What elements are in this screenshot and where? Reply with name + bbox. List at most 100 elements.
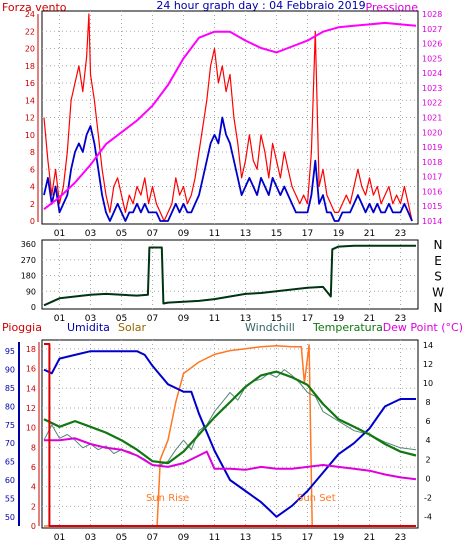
x-tick-label: 09 [178, 533, 190, 543]
x-tick-label: 07 [147, 229, 158, 239]
y-left-tick-label: 180 [21, 272, 36, 281]
x-tick-label: 23 [395, 314, 406, 324]
x-tick-label: 13 [240, 229, 251, 239]
y-right-tick-label: 1027 [422, 25, 442, 34]
axis-ticks: 0246810121416182022241014101510161017101… [5, 10, 444, 543]
y-right-tick-label: 1015 [422, 202, 442, 211]
humidity-label: Umidita [67, 321, 110, 334]
y-left-tick-label: 24 [25, 10, 35, 19]
x-tick-label: 19 [333, 533, 345, 543]
x-tick-label: 05 [116, 533, 127, 543]
y-left-tick-label: 14 [25, 96, 35, 105]
x-tick-label: 11 [209, 314, 220, 324]
y-right-tick-label: 1023 [422, 84, 442, 93]
wind-gust-line [43, 13, 413, 222]
y-left-tick-label: 12 [25, 114, 35, 123]
x-tick-label: 15 [271, 229, 282, 239]
wind-direction-line [43, 244, 416, 307]
direction-series [43, 244, 416, 307]
y-right-tick-label: 1021 [422, 114, 442, 123]
rain-label: Pioggia [2, 321, 42, 334]
sunset-label: Sun Set [297, 493, 336, 504]
x-tick-label: 23 [395, 533, 406, 543]
x-tick-label: 11 [209, 533, 220, 543]
x-tick-label: 17 [302, 229, 313, 239]
y-temperature-tick-label: 6 [425, 417, 430, 426]
wind-average-line [43, 116, 413, 222]
y-temperature-tick-label: 2 [425, 455, 430, 464]
pressure-label: Pressione [366, 1, 419, 14]
y-left-tick-label: 6 [30, 165, 35, 174]
x-tick-label: 07 [147, 533, 158, 543]
y-temperature-tick-label: 10 [423, 379, 433, 388]
y-right-tick-label: 1019 [422, 143, 442, 152]
dewpoint-label: Dew Point (°C) [383, 321, 463, 334]
y-right-tick-label: 1022 [422, 99, 442, 108]
y-temperature-tick-label: 8 [425, 398, 430, 407]
y-left-tick-label: 18 [25, 62, 35, 71]
y-left-tick-label: 10 [25, 131, 35, 140]
y-humidity-tick-label: 70 [5, 439, 15, 448]
y-humidity-tick-label: 90 [5, 366, 15, 375]
direction-panel-frame [41, 239, 419, 310]
y-right-tick-label: 1024 [422, 69, 442, 78]
x-tick-label: 13 [240, 314, 251, 324]
rain-line [44, 343, 416, 527]
y-right-tick-label: 1018 [422, 158, 442, 167]
direction-panel-grid [42, 240, 418, 309]
x-tick-label: 07 [147, 314, 158, 324]
wind-speed-label: Forza vento [2, 1, 67, 14]
compass-label: N [434, 238, 443, 252]
x-tick-label: 15 [271, 314, 282, 324]
y-humidity-tick-label: 60 [5, 476, 15, 485]
y-right-tick-label: 1017 [422, 173, 442, 182]
y-right-tick-label: 1025 [422, 54, 442, 63]
y-temperature-tick-label: 12 [423, 360, 433, 369]
x-tick-label: 17 [302, 533, 313, 543]
y-humidity-tick-label: 85 [5, 384, 15, 393]
x-tick-label: 11 [209, 229, 220, 239]
x-tick-label: 05 [116, 229, 127, 239]
x-tick-label: 23 [395, 229, 406, 239]
y-humidity-tick-label: 75 [5, 421, 15, 430]
y-left-tick-label: 8 [30, 148, 35, 157]
y-left-tick-label: 0 [31, 303, 36, 312]
y-rain-tick-label: 0 [31, 522, 36, 531]
y-temperature-tick-label: 4 [425, 436, 430, 445]
solar-line [44, 344, 416, 527]
y-rain-tick-label: 12 [26, 404, 36, 413]
y-left-tick-label: 2 [30, 200, 35, 209]
x-tick-label: 15 [271, 533, 282, 543]
x-tick-label: 01 [54, 229, 65, 239]
y-left-tick-label: 360 [21, 240, 36, 249]
y-rain-tick-label: 8 [31, 443, 36, 452]
windchill-label: Windchill [245, 321, 295, 334]
y-temperature-tick-label: -4 [424, 512, 432, 521]
temperature-line [43, 370, 417, 465]
y-temperature-tick-label: 14 [423, 341, 433, 350]
solar-label: Solar [118, 321, 147, 334]
wind-series [43, 13, 417, 222]
x-tick-label: 21 [364, 314, 375, 324]
sunrise-label: Sun Rise [146, 493, 189, 504]
y-humidity-tick-label: 95 [5, 347, 15, 356]
x-tick-label: 09 [178, 229, 190, 239]
y-left-tick-label: 0 [30, 217, 35, 226]
y-rain-tick-label: 4 [31, 483, 36, 492]
humidity-line [43, 350, 416, 518]
x-tick-label: 01 [54, 314, 65, 324]
x-tick-label: 05 [116, 314, 127, 324]
dewpoint-line [44, 437, 417, 481]
x-tick-label: 09 [178, 314, 190, 324]
x-tick-label: 19 [333, 229, 345, 239]
y-humidity-tick-label: 55 [5, 494, 15, 503]
y-rain-tick-label: 6 [31, 463, 36, 472]
y-left-tick-label: 4 [30, 183, 35, 192]
temperature-label: Temperatura [312, 321, 383, 334]
y-humidity-tick-label: 50 [5, 513, 15, 522]
y-right-tick-label: 1016 [422, 187, 442, 196]
x-tick-label: 01 [54, 533, 65, 543]
y-rain-tick-label: 14 [26, 384, 36, 393]
x-tick-label: 03 [85, 533, 96, 543]
x-tick-label: 19 [333, 314, 345, 324]
